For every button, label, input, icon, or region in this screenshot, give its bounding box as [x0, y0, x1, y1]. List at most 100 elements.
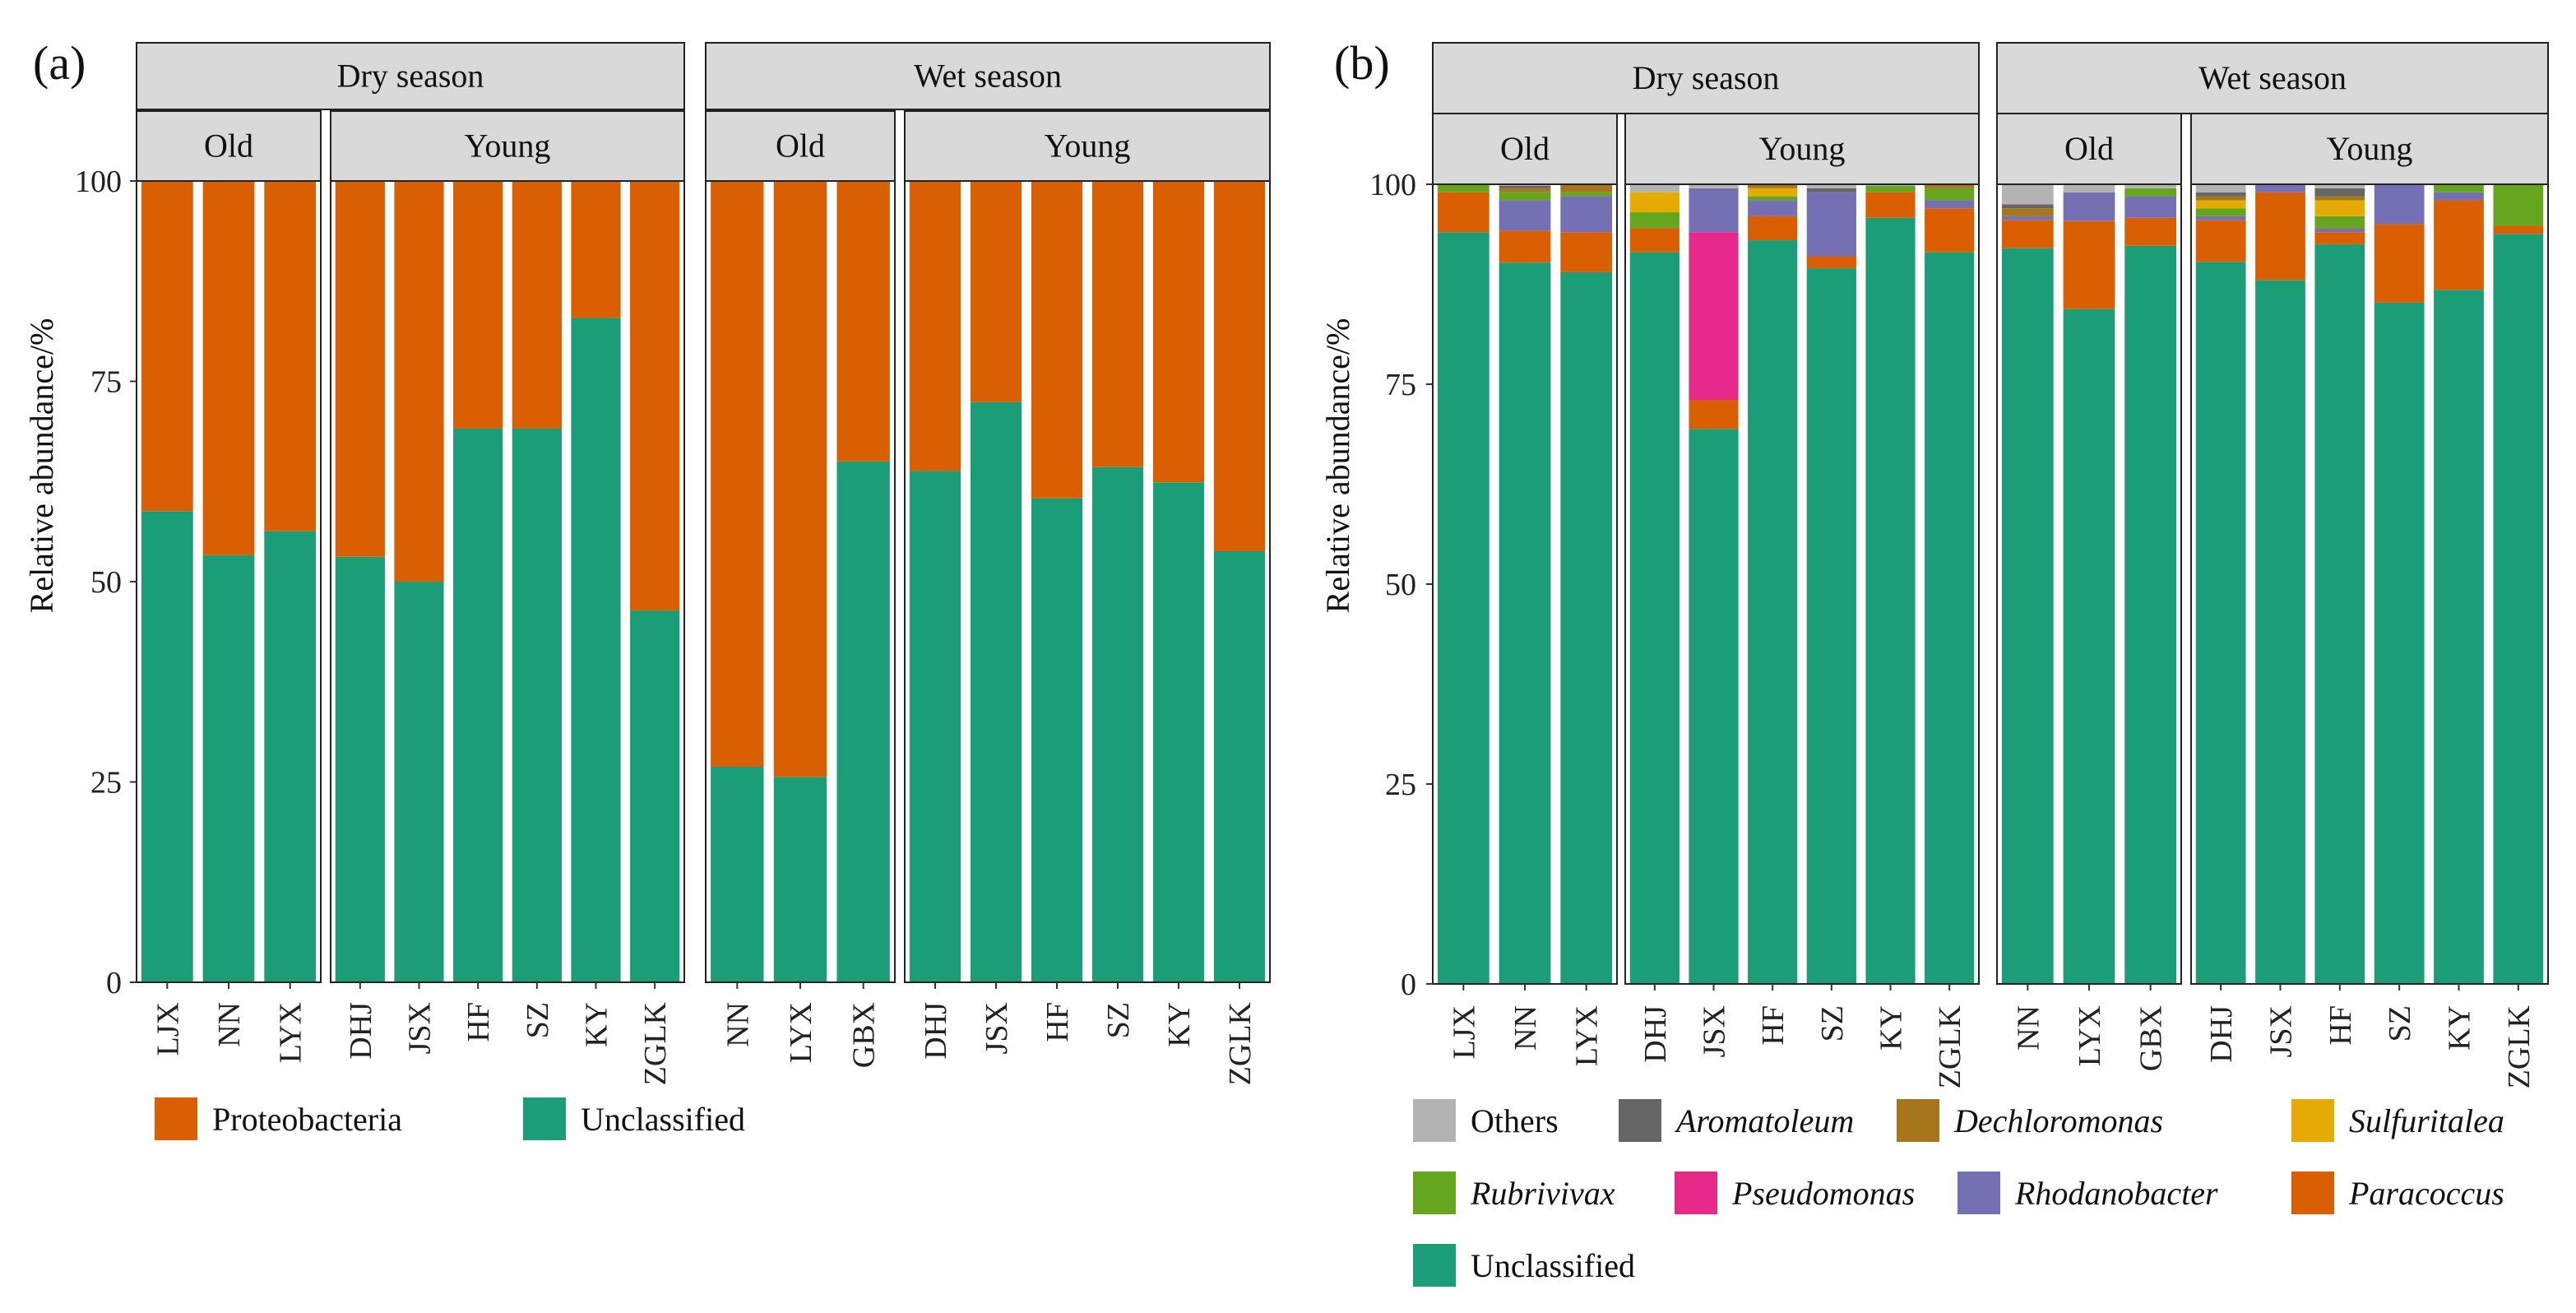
- bar-segment-rhodanobacter: [2063, 192, 2115, 221]
- panel-b: (b) Relative abundance/% Dry season Wet s…: [1319, 36, 2549, 1287]
- bar-segment-unclassified: [2195, 262, 2246, 984]
- bar-segment-unclassified: [141, 511, 193, 982]
- y-tick-label: 0: [106, 966, 122, 1000]
- age-strip: [136, 110, 322, 182]
- x-tick-label: HF: [1040, 1002, 1075, 1042]
- bar-segment-rubrivivax: [1437, 184, 1490, 193]
- bar-segment-proteobacteria: [1152, 181, 1205, 483]
- age-label: Old: [204, 128, 253, 165]
- bar-segment-rhodanobacter: [1560, 196, 1613, 233]
- bar-segment-rhodanobacter: [2001, 216, 2054, 220]
- x-tick-label: HF: [2323, 1005, 2358, 1046]
- bar-segment-rhodanobacter: [2374, 184, 2425, 225]
- bar-segment-others: [2063, 184, 2115, 193]
- bar-segment-proteobacteria: [909, 181, 961, 471]
- bar-segment-proteobacteria: [453, 181, 503, 429]
- x-tick-label: JSX: [1698, 1005, 1732, 1057]
- bar-segment-unclassified: [1031, 498, 1083, 982]
- facet-frame: [330, 180, 685, 983]
- bar-segment-paracoccus: [1437, 192, 1490, 233]
- legend-swatch-unclassified: [523, 1097, 566, 1140]
- x-tick-label: LYX: [784, 1002, 818, 1063]
- bar-segment-paracoccus: [1806, 256, 1856, 269]
- bar-segment-sulfuritalea: [2314, 200, 2365, 216]
- legend-label: Pseudomonas: [1731, 1175, 1915, 1212]
- legend-label: Aromatoleum: [1674, 1102, 1854, 1139]
- bar-segment-unclassified: [335, 556, 385, 982]
- bar-segment-rubrivivax: [1629, 212, 1679, 229]
- y-tick-label: 50: [1385, 568, 1416, 602]
- bar-segment-dechloromonas: [1748, 184, 1798, 188]
- x-tick-label: DHJ: [1638, 1005, 1673, 1063]
- bar-segment-unclassified: [2001, 248, 2054, 984]
- x-tick-label: KY: [1162, 1002, 1197, 1047]
- x-tick-label: SZ: [1815, 1005, 1850, 1042]
- bar-segment-paracoccus: [2493, 225, 2544, 234]
- bar-segment-paracoccus: [1748, 216, 1798, 241]
- bar-segment-rhodanobacter: [1748, 200, 1798, 216]
- y-tick-label: 0: [1401, 967, 1416, 1002]
- age-strip: [1624, 113, 1980, 185]
- bar-segment-paracoccus: [2001, 220, 2054, 248]
- bar-segment-rhodanobacter: [2434, 192, 2484, 201]
- x-tick-label: DHJ: [919, 1002, 953, 1060]
- bar-segment-proteobacteria: [1031, 181, 1083, 499]
- bar-segment-paracoccus: [1689, 400, 1739, 429]
- age-strip: [330, 110, 685, 182]
- x-tick-label: LJX: [1447, 1005, 1481, 1059]
- bar-segment-unclassified: [630, 610, 680, 982]
- bar-segment-sulfuritalea: [1748, 188, 1798, 197]
- season-strip: [705, 42, 1271, 110]
- bar-segment-aromatoleum: [1499, 185, 1551, 188]
- age-strip: [1432, 113, 1618, 185]
- bar-segment-paracoccus: [2434, 200, 2484, 290]
- bar-segment-paracoccus: [2124, 217, 2177, 246]
- legend-swatch-pseudomonas: [1675, 1171, 1717, 1214]
- bar-segment-dechloromonas: [1499, 188, 1551, 193]
- panel-tag: (b): [1334, 36, 1390, 90]
- bar-segment-dechloromonas: [1560, 184, 1613, 193]
- x-tick-label: LYX: [2073, 1005, 2107, 1066]
- age-label: Young: [1759, 130, 1846, 167]
- bar-segment-paracoccus: [2063, 220, 2115, 309]
- bar-segment-rubrivivax: [2493, 184, 2544, 226]
- bar-segment-rubrivivax: [2434, 184, 2484, 193]
- legend-swatch-aromatoleum: [1619, 1099, 1661, 1142]
- bar-segment-rubrivivax: [2195, 208, 2246, 216]
- bar-segment-unclassified: [202, 554, 255, 982]
- bar-segment-unclassified: [1213, 550, 1266, 982]
- season-strip: [1996, 42, 2549, 114]
- bar-segment-rubrivivax: [1560, 192, 1613, 197]
- legend-label: Dechloromonas: [1953, 1102, 2163, 1139]
- bar-segment-dechloromonas: [2195, 196, 2246, 201]
- bar-segment-unclassified: [1499, 262, 1551, 985]
- x-tick-label: SZ: [521, 1002, 555, 1038]
- age-label: Young: [1045, 128, 1131, 165]
- facet-frame: [1624, 183, 1980, 985]
- bar-segment-others: [1689, 184, 1739, 188]
- bar-segment-unclassified: [836, 461, 890, 982]
- bar-segment-proteobacteria: [202, 181, 255, 555]
- legend-swatch-proteobacteria: [155, 1097, 197, 1140]
- bar-segment-others: [1806, 184, 1856, 188]
- bar-segment-rubrivivax: [1499, 192, 1551, 201]
- facet-frame: [2190, 183, 2549, 985]
- legend-swatch-dechloromonas: [1897, 1099, 1939, 1142]
- legend-label: Rubrivivax: [1470, 1175, 1615, 1212]
- bar-segment-paracoccus: [2314, 232, 2365, 244]
- x-tick-label: JSX: [2264, 1005, 2299, 1057]
- bar-segment-aromatoleum: [1806, 188, 1856, 193]
- age-label: Young: [465, 128, 551, 165]
- x-tick-label: JSX: [980, 1002, 1014, 1054]
- bar-segment-unclassified: [264, 531, 317, 982]
- season-label: Dry season: [337, 58, 484, 95]
- bar-segment-dechloromonas: [1925, 184, 1975, 188]
- bar-segment-unclassified: [453, 428, 503, 982]
- bar-segment-others: [2001, 184, 2054, 205]
- bar-segment-paracoccus: [1629, 228, 1679, 253]
- legend-label: Unclassified: [1471, 1247, 1635, 1284]
- x-tick-label: LYX: [1570, 1005, 1605, 1066]
- bar-segment-proteobacteria: [1213, 181, 1266, 551]
- bar-segment-rubrivivax: [2314, 216, 2365, 229]
